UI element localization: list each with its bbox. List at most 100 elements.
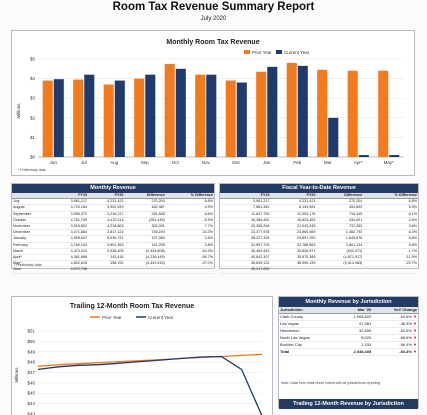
monthly-chart-legend: Prior Year Current Year [244, 50, 310, 55]
fytd-revenue-cell: 16,389,462 [224, 217, 271, 225]
monthly-revenue-cell: 6.6% [165, 211, 214, 218]
fytd-revenue-cell: 16,823,493 [270, 217, 317, 225]
monthly-y-tick: $1 [30, 135, 36, 140]
monthly-y-tick: $4 [30, 76, 36, 81]
trailing-y-tick: $49 [27, 349, 35, 354]
monthly-revenue-cell: -97.0% [165, 260, 214, 268]
fytd-revenue-col-header: FY19 [224, 193, 271, 200]
fytd-revenue-cell: 6.8% [363, 198, 418, 206]
fytd-revenue-row: 31,997,729 33,788,563 1,801,134 5.6% [220, 242, 418, 249]
trailing-y-tick: $50 [27, 339, 35, 344]
trailing-chart-legend: Prior Year Current Year [90, 315, 174, 320]
monthly-y-axis-label: Millions [16, 103, 21, 119]
monthly-revenue-row: January 4,909,647 5,036,731 127,084 2.6% [12, 235, 214, 243]
bar-current-nov [206, 74, 217, 157]
jurisdiction-cell: Clark County [279, 313, 337, 321]
bar-current-jul [84, 74, 95, 157]
bar-prior-jul [73, 79, 84, 157]
monthly-revenue-cell: 4,470,314 [88, 217, 125, 225]
bar-prior-oct [164, 63, 175, 157]
fytd-revenue-cell: 45,605,122 [224, 260, 271, 268]
monthly-revenue-cell: 4,381,868 [51, 254, 89, 262]
monthly-revenue-col-header: % Difference [165, 193, 214, 200]
legend-prior-swatch [244, 50, 250, 54]
fytd-revenue-cell [220, 260, 225, 268]
fytd-revenue-cell: -20.7% [363, 260, 418, 268]
fytd-revenue-cell: 23,377,978 [224, 229, 271, 237]
monthly-revenue-cell: 158,700 [88, 260, 125, 268]
jurisdiction-cell: 97,381 [336, 320, 373, 328]
down-arrow-icon: ▼ [411, 349, 417, 354]
fytd-revenue-row: 23,377,978 24,860,469 1,482,792 6.3% [220, 229, 418, 237]
monthly-chart-panel: Monthly Room Tax Revenue Prior Year Curr… [11, 30, 415, 176]
trailing-y-tick: $51 [27, 329, 35, 334]
monthly-x-tick: Oct [172, 160, 180, 165]
fytd-revenue-cell: 33,788,563 [270, 242, 317, 249]
fytd-revenue-cell [220, 235, 225, 243]
monthly-x-tick: May* [384, 160, 395, 165]
monthly-revenue-col-header: FY19 [51, 193, 89, 200]
monthly-revenue-row: May* 4,602,615 158,700 (4,443,915) -97.0% [12, 260, 214, 268]
fytd-revenue-cell: 20,306,264 [224, 223, 271, 231]
trailing-line-chart: Trailing 12-Month Room Tax Revenue Prior… [14, 303, 263, 415]
monthly-revenue-cell [124, 266, 166, 274]
monthly-x-tick: Nov [202, 160, 211, 165]
bar-current-sep [145, 74, 156, 157]
bar-current-may [389, 155, 400, 157]
trailing-y-tick: $47 [27, 370, 35, 375]
trailing-y-tick: $45 [27, 391, 35, 396]
monthly-revenue-cell: 3,916,802 [51, 223, 89, 231]
jurisdiction-cell: North Las Vegas [279, 334, 337, 342]
fytd-revenue-cell: (4,871,917) [316, 254, 364, 262]
monthly-revenue-cell: 24.3% [165, 229, 214, 237]
bar-current-apr [358, 155, 369, 157]
fytd-revenue-row: 28,237,325 29,897,200 1,649,876 5.8% [220, 235, 418, 243]
bar-prior-aug [103, 84, 114, 157]
fytd-revenue-cell [220, 223, 225, 231]
jurisdiction-row: Henderson 32,650 -63.5% ▼ [279, 327, 418, 335]
fytd-revenue-row: 16,389,462 16,823,493 434,001 2.6% [220, 217, 418, 225]
fytd-revenue-col-header: % Difference [363, 193, 418, 200]
monthly-revenue-cell: 3,720,164 [51, 204, 89, 212]
monthly-revenue-cell: March [12, 248, 52, 256]
fytd-revenue-cell [220, 211, 225, 218]
fytd-revenue-row: 40,842,307 35,970,389 (4,871,917) -11.9% [220, 254, 418, 262]
monthly-revenue-cell: 5,036,731 [88, 235, 125, 243]
fytd-revenue-cell [220, 242, 225, 249]
monthly-revenue-cell: September [12, 211, 52, 218]
fytd-revenue-cell: 28,237,325 [224, 235, 271, 243]
monthly-revenue-cell: 7.7% [165, 223, 214, 231]
fytd-revenue-cell: 3.6% [363, 223, 418, 231]
monthly-revenue-row: June 3,972,708 [12, 266, 214, 274]
fytd-revenue-cell: 21,043,345 [270, 223, 317, 231]
fytd-revenue-cell: 453,600 [316, 204, 364, 212]
jurisdiction-row: North Las Vegas 8,020 -68.6% ▼ [279, 334, 418, 342]
trailing-legend-current-label: Current Year [148, 315, 174, 320]
monthly-revenue-cell: May* [12, 260, 52, 268]
fytd-revenue-cell: 1,649,876 [316, 235, 364, 243]
monthly-revenue-cell: 4,473,013 [51, 248, 89, 256]
fytd-revenue-cell: 6.3% [363, 229, 418, 237]
jurisdiction-row: Las Vegas 97,381 -48.3% ▼ [279, 320, 418, 328]
fytd-revenue-cell: 35,826,971 [270, 248, 317, 256]
fytd-revenue-cell: 3,961,217 [224, 198, 271, 206]
monthly-revenue-row: October 4,751,709 4,470,314 (281,445) -5.9% [12, 217, 214, 225]
jurisdiction-row: Boulder City 1,333 -96.4% ▼ [279, 341, 418, 349]
down-arrow-icon: ▼ [411, 321, 417, 326]
bar-current-oct [175, 68, 186, 157]
monthly-revenue-cell: January [12, 235, 52, 243]
monthly-revenue-cell: 6.8% [165, 198, 214, 206]
fytd-revenue-cell: 5.8% [363, 235, 418, 243]
bar-prior-apr [347, 70, 358, 157]
monthly-revenue-cell: 261,845 [124, 211, 166, 218]
monthly-revenue-cell [165, 266, 214, 274]
monthly-revenue-panel: Monthly Revenue FY19 FY20 Difference% Diff… [11, 183, 215, 274]
jurisdiction-cell: 8,020 [336, 334, 373, 342]
fytd-revenue-cell: 5.9% [363, 204, 418, 212]
monthly-revenue-cell: 143,418 [88, 254, 125, 262]
monthly-revenue-cell: 3,817,124 [88, 229, 125, 237]
monthly-revenue-cell: (4,238,449) [124, 254, 166, 262]
trailing-y-tick: $44 [27, 401, 35, 406]
jurisdiction-cell: 1,333 [336, 341, 373, 349]
